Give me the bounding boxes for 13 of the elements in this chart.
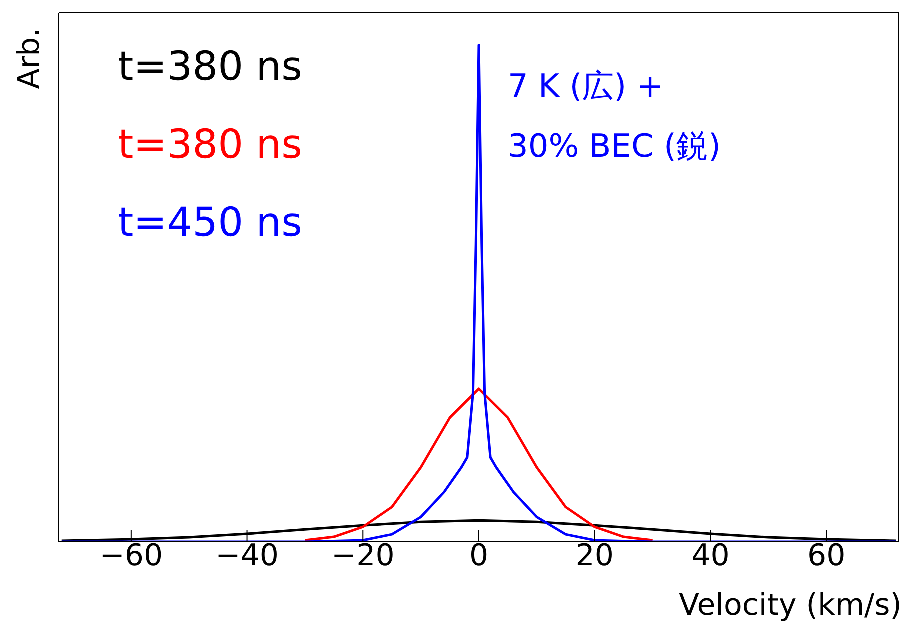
x-tick-label: 40 (692, 538, 730, 574)
x-tick-label: 60 (807, 538, 846, 574)
x-tick-label: −20 (331, 538, 395, 574)
text: t=450 ns (118, 199, 302, 248)
x-tick-label: 20 (576, 538, 614, 574)
y-axis-title: Arb. (12, 27, 48, 89)
x-axis-title: Velocity (km/s) (679, 587, 902, 625)
x-tick-label: 0 (469, 538, 489, 574)
x-tick-label: −60 (100, 538, 164, 574)
text: t=380 ns (118, 121, 302, 170)
text: t=380 ns (118, 43, 302, 92)
annotation: 7 K (広) + 30% BEC (鋭) (508, 66, 721, 167)
x-tick-label: −40 (216, 538, 279, 574)
